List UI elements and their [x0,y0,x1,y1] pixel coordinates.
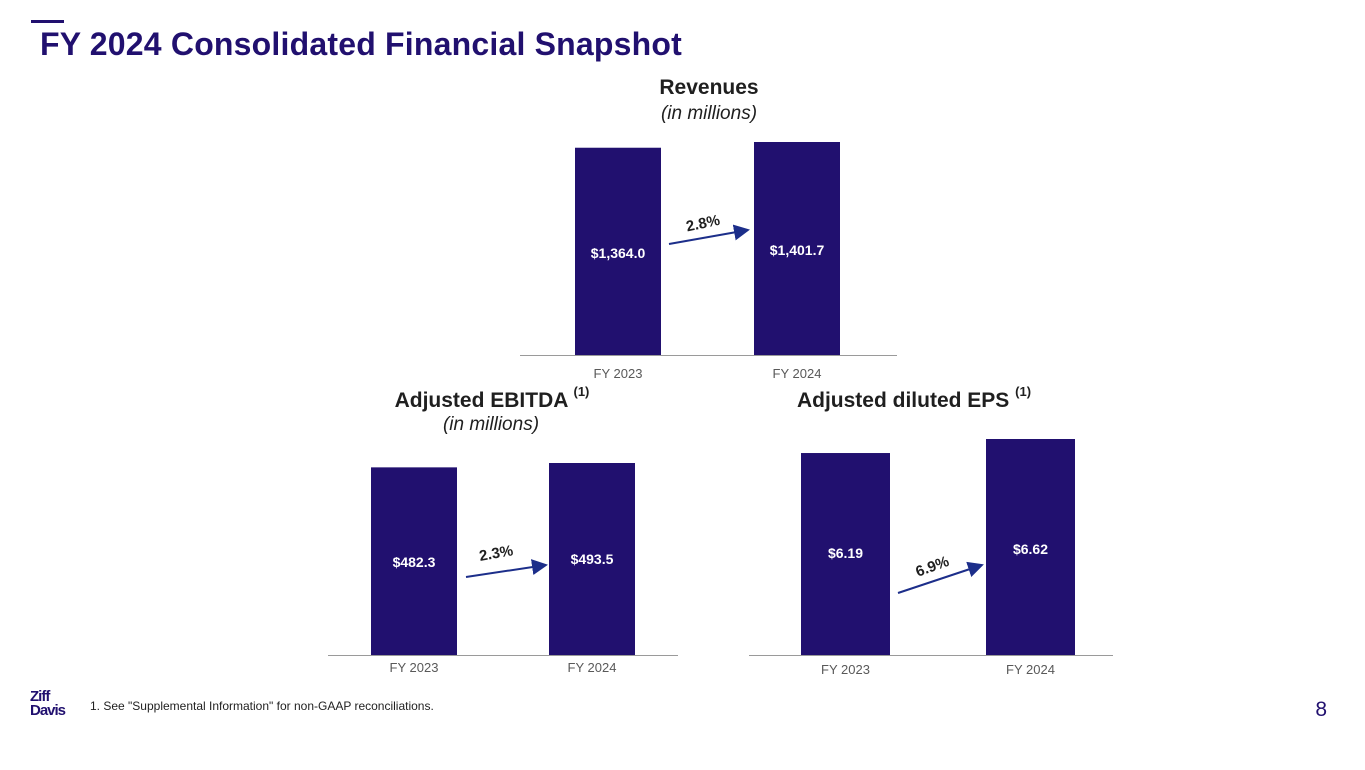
eps-chart-title: Adjusted diluted EPS (1) [764,384,1064,413]
logo-line-1: Ziff [30,688,50,705]
revenues-title-text: Revenues [659,76,759,99]
adjusted-ebitda-bar-fy-2024 [549,463,635,655]
adjusted-ebitda-x-tick-label: FY 2023 [390,660,439,675]
page-title: FY 2024 Consolidated Financial Snapshot [40,26,683,62]
adjusted-diluted-eps-value-label: $6.19 [828,545,863,561]
logo-line-2: Davis [30,702,66,719]
eps-footnote-ref: (1) [1015,384,1032,399]
ebitda-chart-subtitle: (in millions) [442,414,540,435]
revenues-growth-label: 2.8% [685,212,722,236]
revenues-bar-fy-2023 [575,147,661,355]
revenues-value-label: $1,401.7 [770,242,825,258]
title-accent-line [31,20,64,23]
adjusted-ebitda-value-label: $482.3 [393,554,436,570]
revenues-growth-arrow [668,224,750,245]
adjusted-ebitda-bar-fy-2023 [371,467,457,655]
adjusted-ebitda-x-tick-label: FY 2024 [568,660,617,675]
ebitda-footnote-ref: (1) [573,384,590,399]
revenues-x-tick-label: FY 2023 [594,366,643,381]
adjusted-ebitda-growth-arrow [465,559,548,578]
ebitda-title-text: Adjusted EBITDA [394,389,568,412]
adjusted-diluted-eps-value-label: $6.62 [1013,541,1048,557]
adjusted-diluted-eps-bar-fy-2023 [801,453,890,655]
adjusted-diluted-eps-x-tick-label: FY 2024 [1006,662,1055,677]
adjusted-ebitda-growth-label: 2.3% [478,542,515,565]
adjusted-diluted-eps-x-tick-label: FY 2023 [821,662,870,677]
revenues-chart-title: Revenues [559,76,859,100]
adjusted-diluted-eps-growth-arrow [897,561,984,594]
ebitda-chart-title: Adjusted EBITDA (1) [342,384,642,413]
ziff-davis-logo: Ziff Davis [30,688,76,720]
adjusted-ebitda-value-label: $493.5 [571,551,614,567]
eps-title-text: Adjusted diluted EPS [796,389,1010,412]
page-number: 8 [1315,698,1327,721]
footnote: 1. See "Supplemental Information" for no… [90,699,434,713]
revenues-chart-subtitle: (in millions) [660,103,758,124]
revenues-x-tick-label: FY 2024 [773,366,822,381]
revenues-bar-fy-2024 [754,142,840,355]
adjusted-diluted-eps-bar-fy-2024 [986,439,1075,655]
revenues-value-label: $1,364.0 [591,245,646,261]
